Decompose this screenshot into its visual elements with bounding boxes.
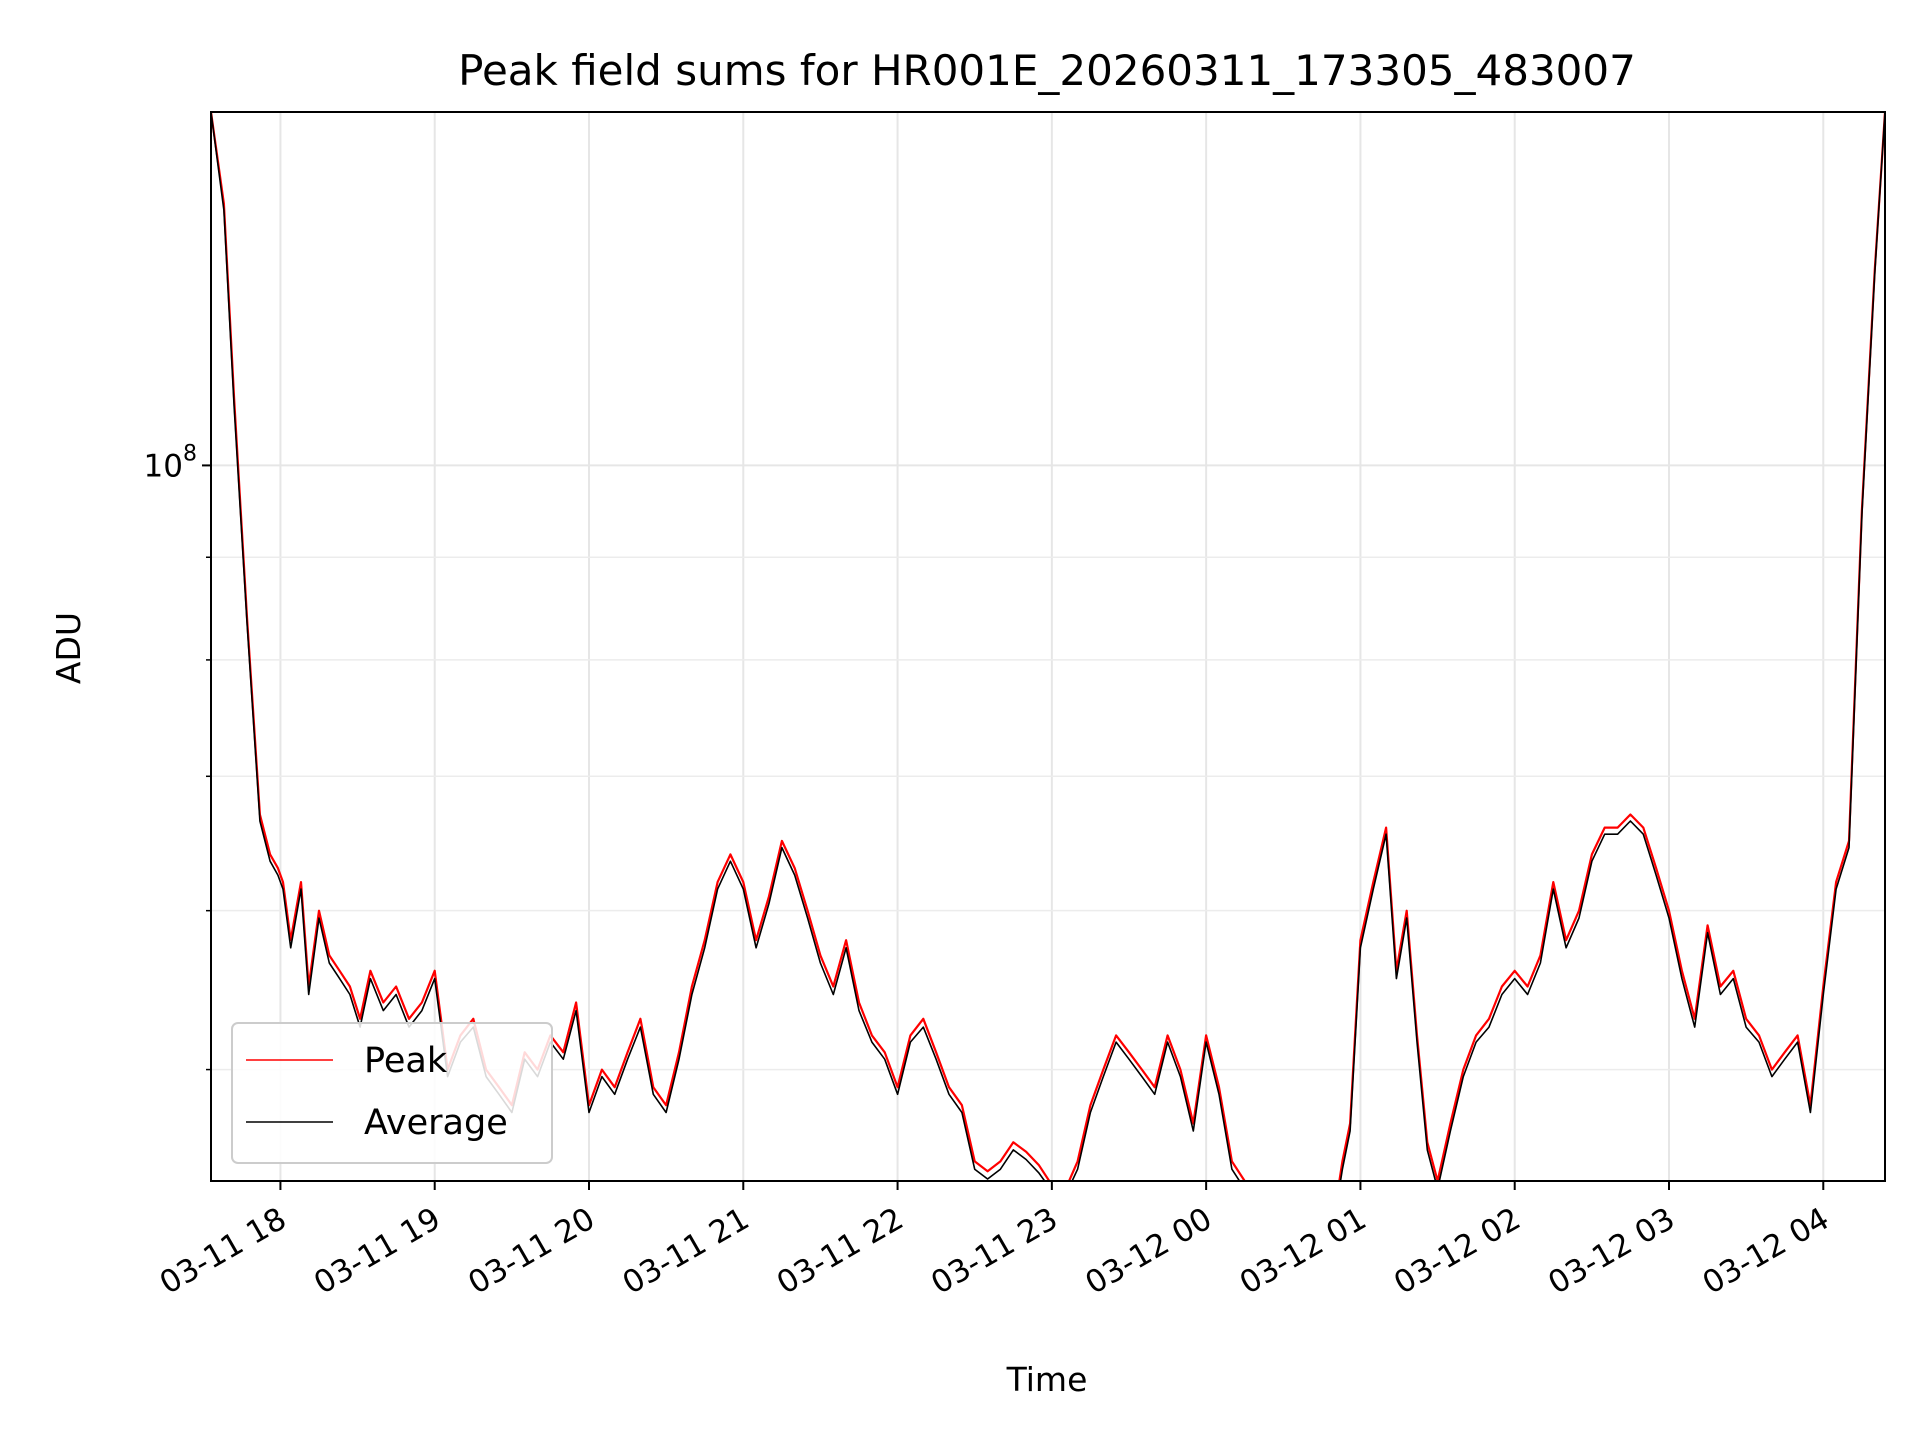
x-axis-label: Time xyxy=(1006,1360,1088,1399)
grid xyxy=(211,112,1885,1181)
legend-peak-label: Peak xyxy=(364,1041,448,1081)
y-tick-label-base: 10 xyxy=(144,448,183,484)
y-tick-label-exponent: 8 xyxy=(183,441,197,466)
legend: Peak Average xyxy=(231,1022,553,1164)
plot-frame xyxy=(210,111,1886,1182)
y-tick-label: 108 xyxy=(144,441,197,484)
chart-title: Peak field sums for HR001E_20260311_1733… xyxy=(458,46,1636,95)
y-axis-label: ADU xyxy=(49,612,88,684)
y-axis: 108 xyxy=(144,441,211,1071)
legend-average-label: Average xyxy=(364,1103,508,1143)
legend-box xyxy=(231,1022,553,1164)
